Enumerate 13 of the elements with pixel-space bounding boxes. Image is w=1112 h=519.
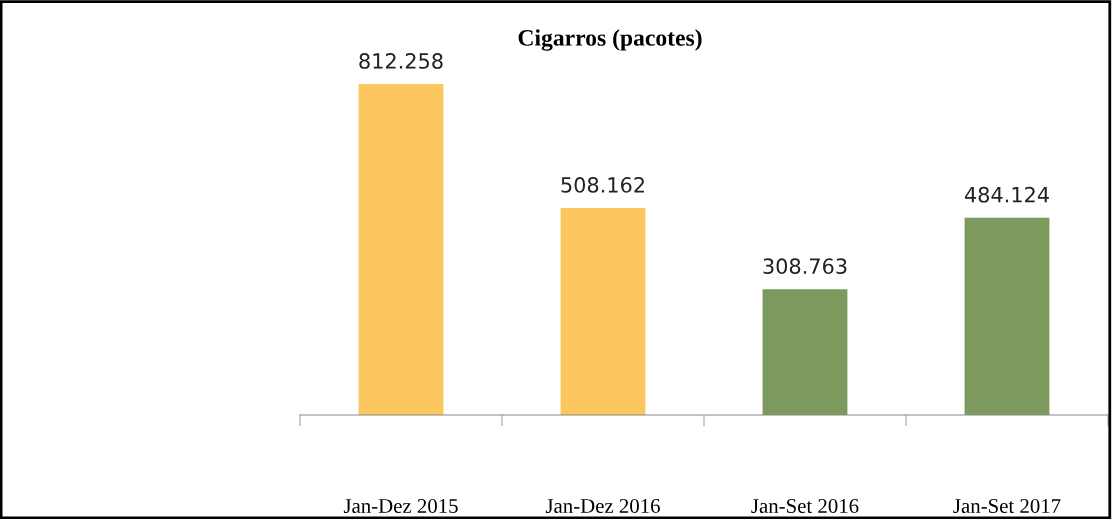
bar [358, 84, 444, 415]
x-tick-label: Jan-Dez 2015 [343, 498, 458, 513]
bar [964, 217, 1050, 415]
chart-title: Cigarros (pacotes) [518, 29, 702, 51]
x-tick-label: Jan-Set 2017 [953, 498, 1061, 513]
data-label: 812.258 [359, 53, 443, 69]
data-label: 484.124 [964, 186, 1049, 203]
data-label: 508.162 [561, 177, 644, 193]
data-label: 308.763 [763, 258, 847, 275]
x-tick-label: Jan-Dez 2016 [545, 498, 660, 513]
bar [762, 289, 848, 415]
bar [560, 207, 646, 415]
x-tick-label: Jan-Set 2016 [751, 498, 859, 513]
